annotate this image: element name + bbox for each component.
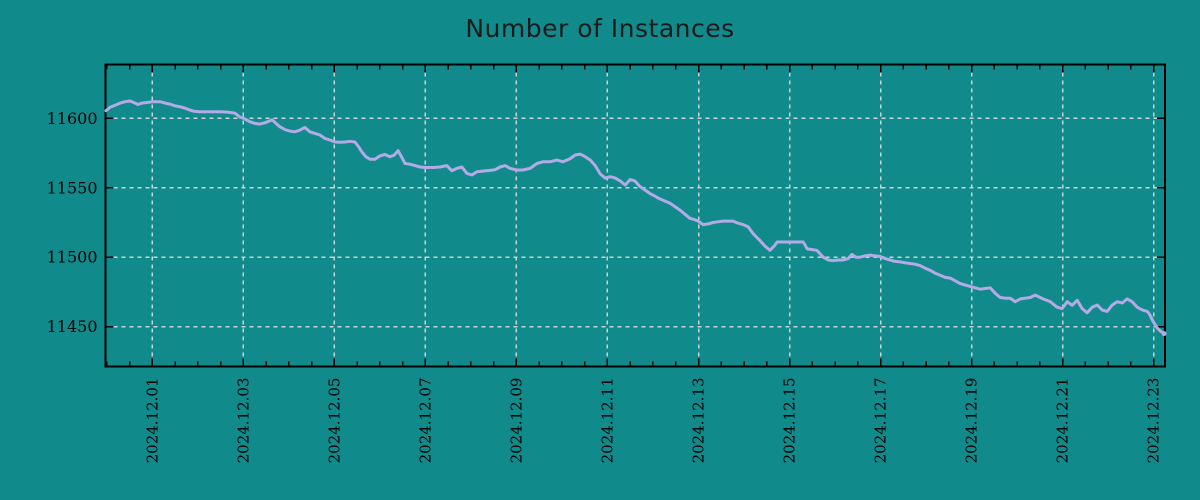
x-tick-label: 2024.12.21 [1054,378,1072,464]
x-tick-label: 2024.12.05 [325,378,343,464]
series-line [104,99,1166,336]
y-tick-label: 11450 [47,317,98,336]
x-tick-label: 2024.12.11 [598,378,616,464]
y-tick-label: 11600 [47,109,98,128]
x-tick-label: 2024.12.23 [1145,378,1163,464]
series-endpoint [1161,331,1167,337]
x-tick-label: 2024.12.19 [963,378,981,464]
x-tick-label: 2024.12.03 [234,378,252,464]
x-tick-label: 2024.12.17 [872,378,890,464]
x-tick-label: 2024.12.01 [143,378,161,464]
x-tick-label: 2024.12.13 [690,378,708,464]
y-tick-label: 11550 [47,178,98,197]
chart-title: Number of Instances [465,14,735,43]
y-tick-label: 11500 [47,248,98,267]
x-tick-label: 2024.12.15 [781,378,799,464]
x-tick-label: 2024.12.09 [507,378,525,464]
x-tick-label: 2024.12.07 [416,377,434,463]
plot-border [104,63,1166,368]
